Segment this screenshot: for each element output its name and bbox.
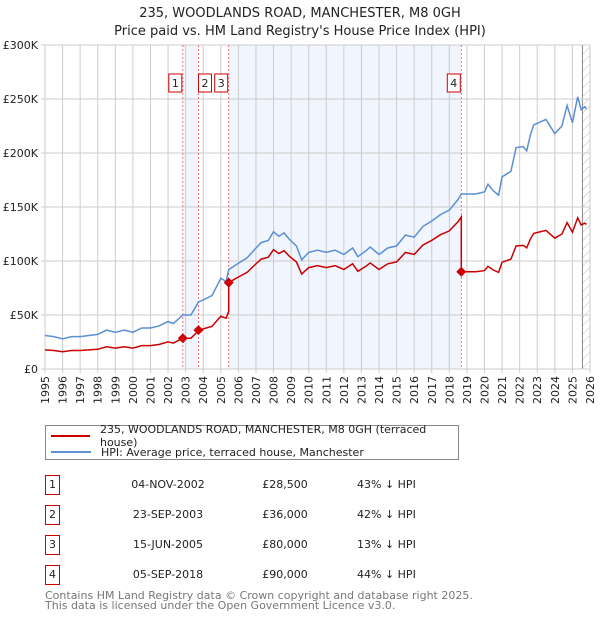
sale-point	[456, 266, 467, 277]
x-tick-label: 2017	[426, 376, 439, 404]
sale-date: 04-NOV-2002	[131, 478, 205, 491]
chart-subtitle: Price paid vs. HM Land Registry's House …	[114, 24, 486, 39]
y-tick-label: £300K	[3, 39, 39, 52]
sale-hpi-diff: 44% ↓ HPI	[357, 568, 416, 581]
x-tick-label: 2020	[479, 376, 492, 404]
x-tick-label: 2012	[338, 376, 351, 404]
sale-hpi-diff: 13% ↓ HPI	[357, 538, 416, 551]
y-tick-label: £250K	[3, 93, 39, 106]
chart-title: 235, WOODLANDS ROAD, MANCHESTER, M8 0GH	[139, 6, 461, 21]
sale-point	[223, 277, 234, 288]
legend-item-hpi: HPI: Average price, terraced house, Manc…	[51, 444, 364, 460]
sale-date: 05-SEP-2018	[132, 568, 204, 581]
y-tick-label: £100K	[3, 255, 39, 268]
sale-date: 15-JUN-2005	[132, 538, 204, 551]
x-tick-label: 2013	[355, 376, 368, 404]
sale-date: 23-SEP-2003	[132, 508, 204, 521]
x-tick-label: 2021	[496, 376, 509, 404]
x-tick-label: 1996	[57, 376, 70, 404]
footer-copyright: Contains HM Land Registry data © Crown c…	[45, 589, 473, 602]
x-tick-label: 2019	[461, 376, 474, 404]
sale-point	[193, 325, 204, 336]
legend-label: HPI: Average price, terraced house, Manc…	[101, 445, 364, 459]
sale-number: 2	[45, 505, 60, 525]
sale-price: £28,500	[262, 478, 308, 491]
x-tick-label: 2008	[268, 376, 281, 404]
legend-swatch-blue	[51, 451, 91, 453]
x-tick-label: 1998	[92, 376, 105, 404]
sale-hpi-diff: 42% ↓ HPI	[357, 508, 416, 521]
sale-number-box	[168, 73, 183, 93]
y-tick-label: £50K	[10, 309, 39, 322]
sale-price: £90,000	[262, 568, 308, 581]
sale-number-box	[197, 73, 212, 93]
x-tick-label: 2010	[303, 376, 316, 404]
property-price-line	[44, 214, 587, 353]
sale-price: £80,000	[262, 538, 308, 551]
x-tick-label: 2001	[144, 376, 157, 404]
y-tick-label: £200K	[3, 147, 39, 160]
x-tick-label: 2005	[215, 376, 228, 404]
sale-price: £36,000	[262, 508, 308, 521]
legend: 235, WOODLANDS ROAD, MANCHESTER, M8 0GH …	[45, 423, 459, 460]
x-tick-label: 2024	[549, 376, 562, 404]
x-tick-label: 2006	[232, 376, 245, 404]
sale-number: 1	[45, 475, 60, 495]
x-tick-label: 2014	[373, 376, 386, 404]
sale-number-box	[446, 73, 461, 93]
footer-licence: This data is licensed under the Open Gov…	[45, 599, 396, 612]
sale-number-label: 4	[450, 77, 457, 90]
x-tick-label: 2016	[408, 376, 421, 404]
sale-number-box	[214, 73, 229, 93]
hpi-line	[44, 96, 588, 340]
sale-hpi-diff: 43% ↓ HPI	[357, 478, 416, 491]
x-tick-label: 1997	[74, 376, 87, 404]
x-tick-label: 2002	[162, 376, 175, 404]
x-tick-label: 2003	[180, 376, 193, 404]
x-tick-label: 2011	[320, 376, 333, 404]
x-tick-label: 1995	[39, 376, 52, 404]
x-tick-label: 2023	[531, 376, 544, 404]
x-tick-label: 2015	[391, 376, 404, 404]
sale-number-label: 2	[201, 77, 208, 90]
sale-number: 4	[45, 565, 60, 585]
x-tick-label: 2025	[566, 376, 579, 404]
x-tick-label: 2009	[285, 376, 298, 404]
x-tick-label: 2000	[127, 376, 140, 404]
legend-label: 235, WOODLANDS ROAD, MANCHESTER, M8 0GH …	[99, 423, 427, 449]
sale-point	[177, 333, 188, 344]
y-tick-label: £0	[24, 363, 38, 376]
legend-swatch-red	[51, 435, 90, 437]
x-tick-label: 2022	[514, 376, 527, 404]
x-tick-label: 1999	[109, 376, 122, 404]
x-tick-label: 2018	[443, 376, 456, 404]
x-tick-label: 2026	[584, 376, 597, 404]
price-chart: 1995 1996 1997 1998 1999 2000 2001 2002 2003 2004…	[3, 39, 597, 404]
x-tick-label: 2007	[250, 376, 263, 404]
sale-number-label: 3	[218, 77, 225, 90]
y-tick-label: £150K	[3, 201, 39, 214]
x-tick-label: 2004	[197, 376, 210, 404]
legend-item-property: 235, WOODLANDS ROAD, MANCHESTER, M8 0GH …	[51, 423, 458, 449]
sale-number-label: 1	[172, 77, 179, 90]
sale-number: 3	[45, 535, 60, 555]
